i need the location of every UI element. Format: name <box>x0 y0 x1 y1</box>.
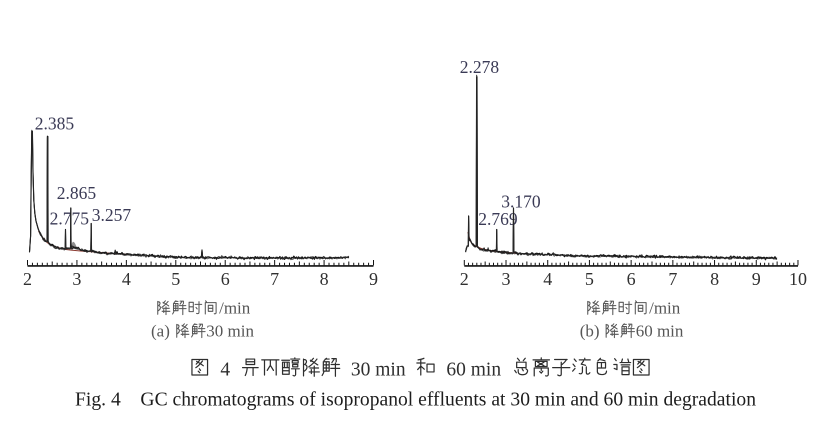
svg-text:4: 4 <box>543 269 552 289</box>
svg-text:4: 4 <box>122 269 131 289</box>
svg-text:2.769: 2.769 <box>478 209 518 229</box>
svg-text:3: 3 <box>502 269 511 289</box>
svg-text:/min: /min <box>219 298 251 317</box>
svg-text:(a): (a) <box>151 321 170 340</box>
svg-text:7: 7 <box>668 269 677 289</box>
svg-text:60 min: 60 min <box>636 321 684 340</box>
svg-text:2.775: 2.775 <box>50 208 90 228</box>
svg-text:2: 2 <box>23 269 32 289</box>
svg-text:6: 6 <box>221 269 230 289</box>
svg-text:/min: /min <box>649 298 681 317</box>
svg-text:6: 6 <box>627 269 636 289</box>
svg-text:60 min: 60 min <box>446 360 501 381</box>
svg-text:8: 8 <box>710 269 719 289</box>
svg-text:3.257: 3.257 <box>92 205 132 225</box>
svg-text:30 min: 30 min <box>206 321 254 340</box>
svg-text:8: 8 <box>320 269 329 289</box>
svg-text:9: 9 <box>369 269 378 289</box>
svg-text:2: 2 <box>460 269 469 289</box>
svg-text:7: 7 <box>270 269 279 289</box>
svg-text:Fig. 4 GC chromatograms of: Fig. 4 GC chromatograms of isopropanol e… <box>75 390 756 411</box>
svg-text:30 min: 30 min <box>351 360 406 381</box>
svg-text:5: 5 <box>585 269 594 289</box>
svg-text:5: 5 <box>171 269 180 289</box>
svg-text:9: 9 <box>752 269 761 289</box>
svg-text:2.865: 2.865 <box>57 183 97 203</box>
svg-text:10: 10 <box>789 269 807 289</box>
svg-text:4: 4 <box>220 360 230 381</box>
svg-text:(b): (b) <box>580 321 600 340</box>
svg-text:2.385: 2.385 <box>35 114 75 134</box>
svg-text:2.278: 2.278 <box>460 57 500 77</box>
svg-text:3: 3 <box>72 269 81 289</box>
svg-text:3.170: 3.170 <box>501 192 541 212</box>
